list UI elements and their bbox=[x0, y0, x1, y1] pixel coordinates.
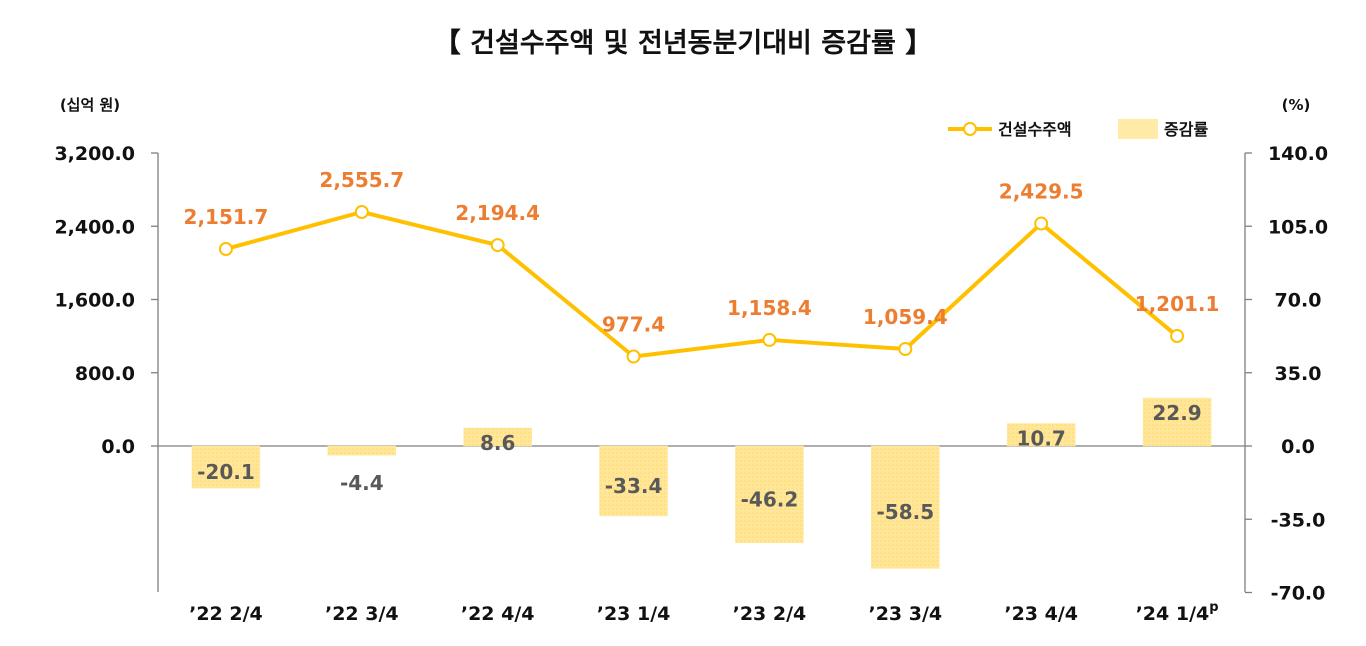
right-tick-label: -70.0 bbox=[1271, 583, 1326, 605]
right-tick-label: 0.0 bbox=[1281, 436, 1315, 458]
bar-data-label: -46.2 bbox=[741, 487, 799, 511]
bar-data-label: 22.9 bbox=[1152, 401, 1201, 425]
x-tick-label: ’23 3/4 bbox=[868, 603, 942, 625]
bar bbox=[1006, 423, 1076, 447]
bar bbox=[463, 427, 532, 447]
legend-bar-swatch bbox=[1118, 119, 1158, 139]
x-tick-label: ’22 3/4 bbox=[325, 603, 399, 625]
left-tick-label: 800.0 bbox=[75, 363, 135, 385]
legend-bar-label: 증감률 bbox=[1164, 120, 1208, 139]
line-data-label: 1,158.4 bbox=[727, 296, 812, 320]
x-tick-superscript: p bbox=[1209, 600, 1218, 615]
left-tick-label: 1,600.0 bbox=[54, 290, 135, 312]
bar bbox=[599, 445, 668, 517]
line-data-label: 1,059.4 bbox=[863, 305, 948, 329]
line-point bbox=[626, 349, 641, 364]
legend: 건설수주액 증감률 bbox=[948, 119, 1208, 139]
line-point bbox=[1034, 216, 1049, 231]
right-tick-label: 105.0 bbox=[1268, 216, 1328, 238]
right-tick-label: 140.0 bbox=[1268, 143, 1328, 165]
bar bbox=[327, 445, 397, 456]
chart-title: 【 건설수주액 및 전년동분기대비 증감률 】 bbox=[434, 28, 932, 59]
line-point bbox=[354, 204, 369, 219]
bar bbox=[1142, 397, 1212, 447]
left-axis-unit: (십억 원) bbox=[60, 96, 120, 114]
x-tick-label: ’22 2/4 bbox=[189, 603, 263, 625]
bar bbox=[191, 445, 261, 489]
bar-data-label: -20.1 bbox=[197, 460, 255, 484]
bar bbox=[735, 445, 804, 543]
x-tick-label: ’24 1/4p bbox=[1136, 600, 1219, 625]
line-data-label: 2,151.7 bbox=[184, 205, 269, 229]
line-data-label: 2,194.4 bbox=[455, 201, 540, 225]
right-tick-label: -35.0 bbox=[1271, 509, 1326, 531]
left-tick-label: 3,200.0 bbox=[54, 143, 135, 165]
x-tick-label: ’23 1/4 bbox=[597, 603, 671, 625]
x-tick-label: ’22 4/4 bbox=[461, 603, 535, 625]
series-line bbox=[225, 209, 1179, 359]
right-tick-label: 70.0 bbox=[1275, 290, 1322, 312]
bar-data-label: -33.4 bbox=[605, 474, 663, 498]
legend-line-label: 건설수주액 bbox=[998, 120, 1072, 139]
line-data-label: 2,429.5 bbox=[999, 180, 1084, 204]
right-tick-label: 35.0 bbox=[1275, 363, 1322, 385]
line-data-label: 2,555.7 bbox=[319, 168, 404, 192]
x-tick-label: ’23 4/4 bbox=[1004, 603, 1078, 625]
line-data-label: 977.4 bbox=[602, 313, 665, 337]
x-tick-label: ’23 2/4 bbox=[733, 603, 807, 625]
line-point bbox=[490, 238, 505, 253]
bar-data-label: 10.7 bbox=[1017, 427, 1066, 451]
legend-line-marker bbox=[963, 122, 977, 136]
left-tick-label: 0.0 bbox=[101, 436, 135, 458]
bar bbox=[871, 445, 940, 569]
right-axis-unit: (%) bbox=[1282, 96, 1311, 114]
left-tick-label: 2,400.0 bbox=[54, 216, 135, 238]
line-point bbox=[1170, 329, 1185, 344]
bar-data-label: -58.5 bbox=[876, 500, 934, 524]
bar-data-label: 8.6 bbox=[480, 431, 515, 455]
line-point bbox=[898, 341, 913, 356]
line-data-label: 1,201.1 bbox=[1135, 292, 1220, 316]
line-point bbox=[762, 332, 777, 347]
bar-data-label: -4.4 bbox=[340, 471, 384, 495]
line-point bbox=[218, 241, 233, 256]
